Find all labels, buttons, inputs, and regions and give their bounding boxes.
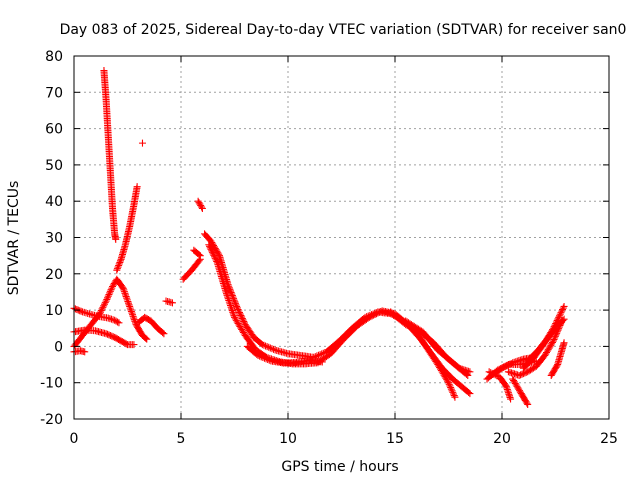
- series-marks: [138, 139, 146, 147]
- y-tick-label: 20: [45, 267, 63, 283]
- y-tick-label: 70: [45, 85, 63, 101]
- series-marks: [100, 67, 120, 243]
- y-tick-label: 0: [54, 339, 63, 355]
- chart-title: Day 083 of 2025, Sidereal Day-to-day VTE…: [60, 22, 627, 38]
- series-marks: [179, 255, 204, 283]
- series-track-11: [190, 246, 204, 260]
- y-tick-label: 30: [45, 231, 63, 247]
- y-tick-label: 10: [45, 303, 63, 319]
- series-track-24: [524, 315, 568, 365]
- series-marks: [402, 317, 472, 379]
- x-tick-label: 20: [493, 431, 511, 447]
- series-marks: [524, 315, 568, 365]
- series-marks: [243, 342, 326, 367]
- data-marks: [70, 67, 568, 408]
- series-track-21: [509, 375, 532, 408]
- series-marks: [162, 297, 176, 307]
- y-tick-label: -20: [40, 412, 63, 428]
- series-marks: [134, 313, 168, 338]
- series-marks: [194, 197, 206, 212]
- grid: [74, 56, 609, 419]
- series-track-6: [113, 183, 141, 274]
- series-track-25: [547, 339, 568, 379]
- series-track-15: [243, 342, 326, 367]
- series-marks: [547, 339, 568, 379]
- series-track-17: [402, 317, 472, 379]
- y-tick-label: -10: [40, 376, 63, 392]
- series-marks: [190, 246, 204, 260]
- series-marks: [113, 183, 141, 274]
- x-tick-label: 10: [279, 431, 297, 447]
- axis-ticks: 0 5 10 15 20 25 -20 -10 0 10 20 30 40 50 60 70 80: [40, 49, 618, 447]
- series-track-12: [194, 197, 206, 212]
- x-tick-label: 25: [600, 431, 618, 447]
- y-tick-label: 40: [45, 194, 63, 210]
- x-tick-label: 15: [386, 431, 404, 447]
- x-tick-label: 0: [70, 431, 79, 447]
- series-track-7: [138, 139, 146, 147]
- y-axis-label: SDTVAR / TECUs: [6, 181, 22, 296]
- x-tick-label: 5: [177, 431, 186, 447]
- y-tick-label: 60: [45, 122, 63, 138]
- y-tick-label: 80: [45, 49, 63, 65]
- series-track-10: [179, 255, 204, 283]
- y-tick-label: 50: [45, 158, 63, 174]
- series-track-8: [134, 313, 168, 338]
- series-track-9: [162, 297, 176, 307]
- x-axis-label: GPS time / hours: [281, 459, 398, 475]
- series-track-5: [100, 67, 120, 243]
- series-marks: [509, 375, 532, 408]
